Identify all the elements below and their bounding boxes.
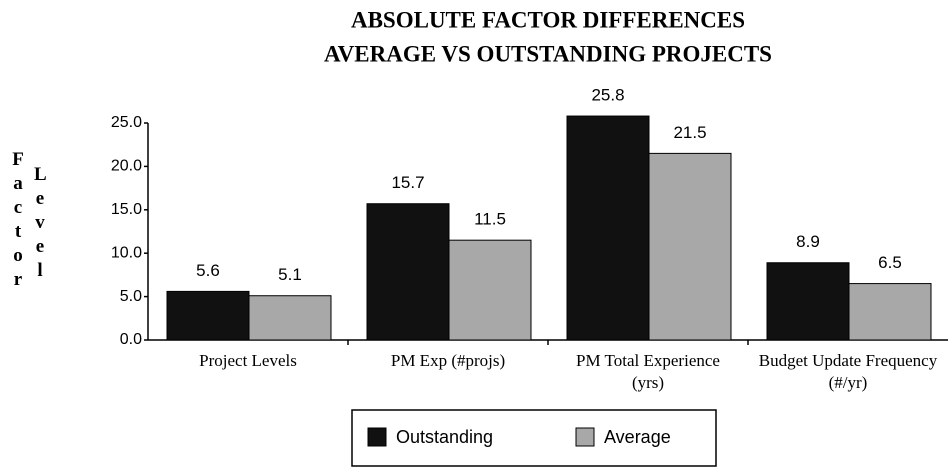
bar xyxy=(166,290,250,341)
bar xyxy=(648,152,732,341)
chart-title: ABSOLUTE FACTOR DIFFERENCES xyxy=(351,7,745,32)
y-tick-label: 15.0 xyxy=(111,201,142,218)
y-axis-label: Level xyxy=(34,164,47,281)
y-tick-label: 10.0 xyxy=(111,244,142,261)
legend-label: Outstanding xyxy=(396,427,493,447)
value-label: 8.9 xyxy=(796,232,820,251)
chart-title: AVERAGE VS OUTSTANDING PROJECTS xyxy=(324,41,772,66)
value-label: 5.6 xyxy=(196,261,220,280)
x-tick-label: Budget Update Frequency (#/yr) xyxy=(758,351,938,392)
legend-box xyxy=(351,409,717,467)
y-tick-label: 5.0 xyxy=(120,288,142,305)
value-label: 15.7 xyxy=(391,173,424,192)
bar xyxy=(448,239,532,341)
bar xyxy=(566,115,650,341)
value-label: 11.5 xyxy=(474,210,506,229)
bar xyxy=(848,283,932,341)
value-label: 5.1 xyxy=(278,265,302,284)
value-label: 6.5 xyxy=(878,253,902,272)
y-axis-label: Factor xyxy=(12,149,24,290)
y-tick-label: 0.0 xyxy=(120,331,142,348)
bar xyxy=(766,262,850,341)
bar xyxy=(366,203,450,341)
value-label: 21.5 xyxy=(673,123,706,142)
legend-label: Average xyxy=(604,427,671,447)
legend-swatch xyxy=(575,427,595,447)
x-tick-label: PM Exp (#projs) xyxy=(390,351,506,370)
x-tick-label: Project Levels xyxy=(199,351,297,370)
legend-swatch xyxy=(367,427,387,447)
y-tick-label: 25.0 xyxy=(111,114,142,131)
value-label: 25.8 xyxy=(591,86,624,105)
x-tick-label: PM Total Experience (yrs) xyxy=(576,351,720,392)
y-tick-label: 20.0 xyxy=(111,158,142,175)
bar xyxy=(248,295,332,341)
